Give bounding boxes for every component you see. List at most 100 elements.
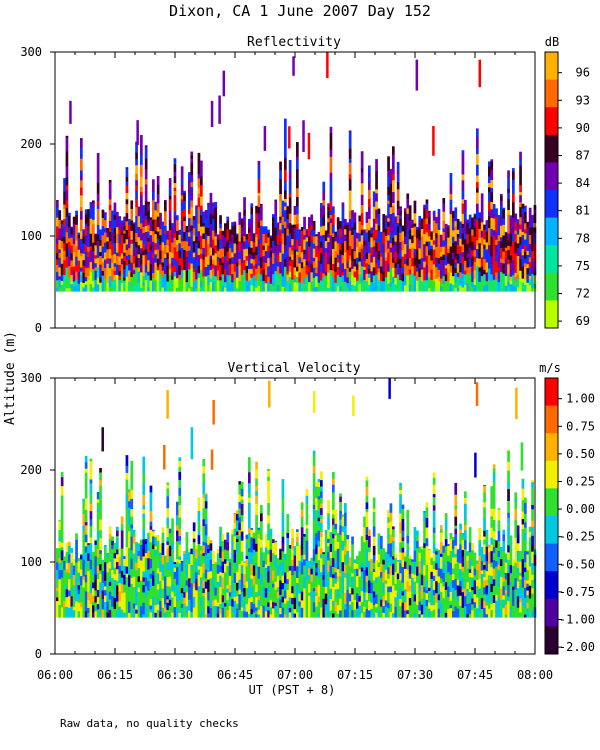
data-cell — [149, 491, 153, 503]
data-cell — [204, 242, 208, 247]
data-cell — [454, 262, 458, 269]
data-cell — [120, 593, 124, 602]
data-cell — [310, 260, 314, 265]
data-cell — [488, 166, 491, 177]
data-cell — [130, 549, 134, 559]
data-cell — [99, 468, 102, 473]
data-column — [500, 194, 503, 292]
data-cell — [377, 544, 381, 550]
data-cell — [425, 537, 429, 542]
data-cell — [238, 569, 242, 580]
data-cell — [363, 519, 366, 523]
data-cell — [207, 575, 210, 580]
data-cell — [94, 254, 98, 259]
data-cell — [195, 228, 198, 237]
data-cell — [245, 272, 249, 281]
data-cell — [269, 266, 273, 272]
data-cell — [452, 230, 455, 237]
data-column — [315, 482, 318, 618]
data-cell — [144, 268, 148, 273]
data-cell — [461, 203, 465, 214]
data-cell — [120, 600, 124, 610]
data-cell — [329, 598, 333, 611]
data-cell — [305, 502, 309, 516]
data-cell — [320, 252, 323, 264]
data-cell — [449, 172, 453, 176]
data-cell — [454, 229, 458, 242]
data-cell — [197, 574, 201, 587]
data-cell — [65, 606, 69, 618]
data-cell — [99, 229, 102, 234]
data-cell — [528, 216, 532, 228]
data-cell — [108, 231, 112, 242]
data-cell — [99, 519, 102, 531]
data-cell — [84, 257, 88, 268]
data-cell — [432, 249, 436, 261]
data-cell — [528, 227, 532, 236]
data-cell — [60, 589, 64, 596]
data-cell — [248, 506, 251, 511]
data-column — [120, 220, 124, 292]
data-cell — [320, 202, 323, 208]
data-cell — [212, 268, 215, 276]
data-cell — [125, 181, 129, 186]
data-cell — [485, 262, 489, 273]
data-cell — [368, 268, 371, 274]
data-cell — [228, 283, 232, 292]
data-cell — [368, 166, 371, 174]
data-cell — [471, 217, 474, 220]
data-column — [524, 205, 527, 292]
data-cell — [394, 277, 398, 285]
data-cell — [245, 260, 249, 266]
data-cell — [80, 611, 83, 618]
data-cell — [315, 245, 318, 257]
data-cell — [257, 206, 261, 214]
data-cell — [236, 566, 239, 572]
data-cell — [144, 613, 148, 618]
data-cell — [82, 272, 86, 283]
data-cell — [96, 240, 100, 248]
data-cell — [485, 272, 489, 282]
data-cell — [372, 508, 376, 513]
data-cell — [147, 241, 150, 253]
data-cell — [423, 542, 426, 548]
data-cell — [75, 210, 78, 216]
data-cell — [286, 561, 290, 573]
data-cell — [315, 592, 318, 596]
data-cell — [80, 230, 83, 239]
data-cell — [233, 590, 237, 597]
data-cell — [207, 284, 210, 292]
data-cell — [87, 570, 90, 581]
data-cell — [346, 550, 350, 563]
data-cell — [125, 198, 129, 205]
data-cell — [281, 233, 285, 244]
data-cell — [92, 587, 95, 596]
data-cell — [118, 264, 122, 271]
data-cell — [483, 229, 486, 240]
data-cell — [372, 282, 376, 292]
data-cell — [442, 254, 446, 261]
data-column — [296, 529, 299, 618]
data-cell — [389, 603, 393, 613]
data-cell — [464, 248, 467, 261]
data-cell — [411, 561, 414, 567]
data-cell — [84, 552, 88, 556]
data-cell — [360, 265, 364, 277]
data-column — [396, 161, 400, 292]
data-cell — [87, 246, 90, 252]
data-cell — [168, 287, 172, 292]
data-column — [171, 518, 174, 618]
data-cell — [423, 261, 426, 268]
data-cell — [413, 265, 417, 276]
data-cell — [72, 281, 76, 287]
data-cell — [365, 211, 369, 220]
data-column — [135, 542, 138, 618]
data-cell — [180, 169, 184, 180]
data-cell — [70, 245, 74, 254]
data-cell — [339, 610, 342, 618]
data-cell — [125, 479, 129, 489]
data-cell — [137, 236, 141, 246]
data-cell — [159, 557, 162, 561]
data-cell — [473, 261, 477, 271]
data-cell — [226, 531, 230, 533]
